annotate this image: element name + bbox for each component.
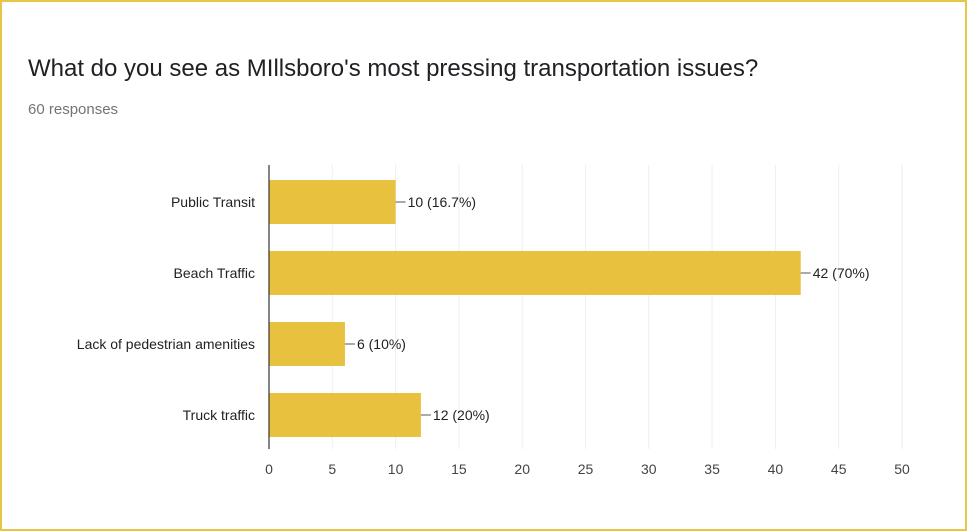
bar-0: [269, 180, 396, 224]
x-tick-label-1: 5: [328, 461, 336, 477]
x-tick-label-8: 40: [768, 461, 784, 477]
category-label-0: Public Transit: [171, 194, 255, 210]
x-tick-label-3: 15: [451, 461, 467, 477]
x-tick-label-4: 20: [514, 461, 530, 477]
question-title: What do you see as MIllsboro's most pres…: [28, 55, 759, 82]
data-label-2: 6 (10%): [357, 336, 406, 352]
data-label-0: 10 (16.7%): [408, 194, 476, 210]
bar-3: [269, 393, 421, 437]
data-label-1: 42 (70%): [813, 265, 870, 281]
x-tick-label-9: 45: [831, 461, 847, 477]
x-tick-label-10: 50: [894, 461, 910, 477]
category-label-2: Lack of pedestrian amenities: [77, 336, 255, 352]
x-tick-label-6: 30: [641, 461, 657, 477]
data-label-3: 12 (20%): [433, 407, 490, 423]
x-tick-label-0: 0: [265, 461, 273, 477]
x-tick-label-7: 35: [704, 461, 720, 477]
response-count: 60 responses: [28, 101, 119, 118]
category-label-1: Beach Traffic: [174, 265, 255, 281]
x-tick-label-2: 10: [388, 461, 404, 477]
bar-2: [269, 322, 345, 366]
x-tick-label-5: 25: [578, 461, 594, 477]
bar-1: [269, 251, 801, 295]
category-label-3: Truck traffic: [183, 407, 255, 423]
